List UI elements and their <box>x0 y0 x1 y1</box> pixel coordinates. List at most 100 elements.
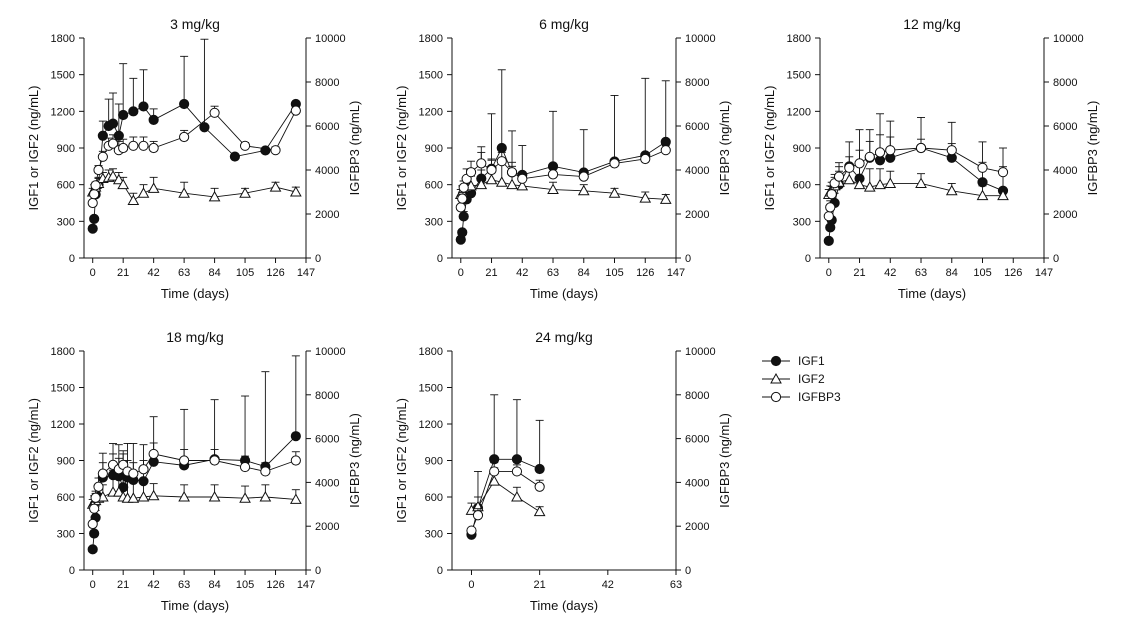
point-igf2 <box>884 177 897 188</box>
point-igfbp3 <box>874 147 886 158</box>
y2-tick-label: 8000 <box>1053 77 1077 89</box>
point-igf2 <box>137 187 150 198</box>
point-igfbp3 <box>457 193 468 204</box>
x-tick-label: 42 <box>516 267 528 279</box>
legend: IGF1 IGF2 IGFBP3 <box>762 354 841 404</box>
point-igf2 <box>506 178 518 190</box>
chart-panel-3: 12 mg/kg 0 300 600 900 1200 1500 1800 0 2000 4000 6… <box>762 16 1100 301</box>
y-tick-label: 1500 <box>419 383 443 395</box>
y-tick-label: 1800 <box>419 346 443 358</box>
point-igf2 <box>127 492 140 503</box>
y-tick-label: 300 <box>425 216 443 228</box>
x-tick-label: 42 <box>884 267 896 279</box>
point-igf1 <box>97 130 108 141</box>
x-tick-label: 42 <box>602 579 614 591</box>
point-igf2 <box>639 192 652 203</box>
point-igfbp3 <box>270 145 281 156</box>
y2-tick-label: 10000 <box>315 33 346 45</box>
x-tick-label: 84 <box>946 267 958 279</box>
legend-marker-igfbp3 <box>770 391 782 403</box>
y2-tick-label: 2000 <box>1053 209 1077 221</box>
point-igfbp3 <box>885 145 896 156</box>
point-igfbp3 <box>128 468 139 479</box>
point-igfbp3 <box>239 461 251 473</box>
x-tick-label: 63 <box>547 267 559 279</box>
point-igfbp3 <box>455 202 466 213</box>
legend-label-igf2: IGF2 <box>798 372 825 386</box>
y-axis-label: IGF1 or IGF2 (ng/mL) <box>394 398 409 523</box>
chart-panel-4: 18 mg/kg 0 300 600 900 1200 1500 1800 0 2000 4000 6… <box>26 329 362 613</box>
point-igf2 <box>107 170 119 181</box>
point-igfbp3 <box>128 140 139 151</box>
x-tick-label: 0 <box>90 579 96 591</box>
point-igf2 <box>976 189 989 201</box>
point-igfbp3 <box>148 142 159 154</box>
point-igfbp3 <box>290 455 301 466</box>
y-tick-label: 900 <box>425 143 443 155</box>
point-igfbp3 <box>138 464 149 475</box>
x-tick-label: 147 <box>297 579 315 591</box>
point-igf2 <box>289 185 302 197</box>
y2-tick-label: 8000 <box>315 77 339 89</box>
x-tick-label: 0 <box>90 267 96 279</box>
point-igfbp3 <box>97 468 108 479</box>
point-igf2 <box>874 178 886 190</box>
y-tick-label: 1200 <box>787 106 811 118</box>
point-igfbp3 <box>179 455 190 466</box>
y-tick-label: 1500 <box>787 70 811 82</box>
point-igf2 <box>547 183 559 195</box>
point-igf2 <box>112 173 125 185</box>
y2-tick-label: 0 <box>1053 253 1059 265</box>
point-igf2 <box>208 190 221 202</box>
x-tick-label: 63 <box>915 267 927 279</box>
point-igf1 <box>107 118 119 129</box>
point-igfbp3 <box>97 151 108 162</box>
x-tick-label: 147 <box>1035 267 1053 279</box>
legend-label-igfbp3: IGFBP3 <box>798 390 841 404</box>
x-tick-label: 21 <box>534 579 546 591</box>
point-igf2 <box>147 489 160 501</box>
x-tick-label: 105 <box>236 579 254 591</box>
point-igfbp3 <box>534 481 545 492</box>
point-igf2 <box>178 187 190 198</box>
point-igfbp3 <box>179 131 190 143</box>
panel-title: 18 mg/kg <box>166 329 224 345</box>
y-tick-label: 600 <box>425 180 443 192</box>
y2-tick-label: 2000 <box>315 521 339 533</box>
y2-axis-label: IGFBP3 (ng/mL) <box>717 101 732 196</box>
y-tick-label: 0 <box>805 253 811 265</box>
point-igf2 <box>533 505 546 517</box>
x-axis-label: Time (days) <box>161 598 229 613</box>
point-igf2 <box>475 178 488 190</box>
x-tick-label: 84 <box>208 267 220 279</box>
y2-tick-label: 4000 <box>1053 165 1077 177</box>
point-igfbp3 <box>997 167 1009 178</box>
point-igf2 <box>608 187 621 198</box>
point-igfbp3 <box>844 162 855 173</box>
point-igf1 <box>496 142 507 154</box>
point-igfbp3 <box>609 158 620 169</box>
point-igfbp3 <box>915 142 927 154</box>
point-igfbp3 <box>511 466 523 477</box>
point-igf1 <box>457 227 468 238</box>
y-tick-label: 1200 <box>419 106 443 118</box>
y2-tick-label: 6000 <box>315 434 339 446</box>
chart-panel-1: 3 mg/kg 0 300 600 900 1200 1500 1800 0 2000 4000 60… <box>26 16 362 301</box>
y-axis-label: IGF1 or IGF2 (ng/mL) <box>762 86 777 211</box>
point-igfbp3 <box>472 510 484 521</box>
y2-tick-label: 6000 <box>685 434 709 446</box>
point-igfbp3 <box>864 151 875 162</box>
point-igfbp3 <box>946 145 957 156</box>
point-igfbp3 <box>496 156 507 167</box>
y-tick-label: 900 <box>57 143 75 155</box>
point-igf2 <box>488 475 501 486</box>
y2-tick-label: 6000 <box>315 121 339 133</box>
y-tick-label: 0 <box>437 253 443 265</box>
y-axis-label: IGF1 or IGF2 (ng/mL) <box>26 86 41 211</box>
x-tick-label: 42 <box>148 579 160 591</box>
y-tick-label: 600 <box>57 492 75 504</box>
point-igf2 <box>577 184 590 196</box>
point-igf2 <box>945 184 958 196</box>
point-igf2 <box>516 179 529 191</box>
